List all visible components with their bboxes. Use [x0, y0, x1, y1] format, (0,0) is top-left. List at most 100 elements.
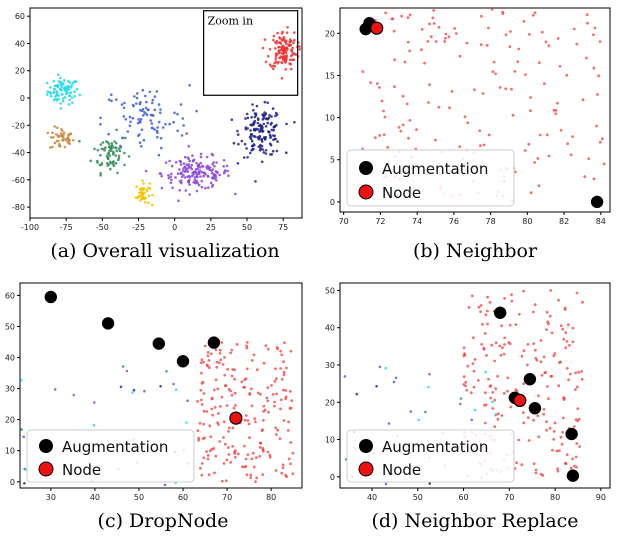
cluster-7-point	[276, 62, 280, 65]
cluster-1-point	[72, 138, 75, 142]
panel-d-background-point	[463, 352, 466, 355]
cluster-7-point	[284, 39, 288, 42]
cluster-7-point	[278, 45, 282, 49]
cluster-5-point	[240, 139, 244, 143]
panel-d-background-point	[556, 469, 560, 473]
panel-c-background-point	[280, 377, 284, 381]
panel-d-stray-point	[343, 375, 347, 378]
panel-d-background-point	[514, 388, 518, 391]
cluster-2-point	[99, 154, 102, 157]
panel-c-background-point	[264, 344, 268, 348]
cluster-0-point	[52, 88, 56, 91]
panel-c-background-point	[199, 466, 202, 470]
cluster-5-point	[260, 160, 264, 164]
cluster-4-point	[186, 156, 190, 159]
panel-b-background-point	[383, 115, 387, 119]
cluster-6-point	[181, 117, 185, 120]
panel-b-background-point	[393, 58, 397, 62]
panel-b-background-point	[466, 121, 470, 125]
panel-d-background-point	[534, 468, 538, 472]
cluster-6-point	[141, 88, 145, 92]
cluster-2-point	[110, 142, 114, 145]
panel-c-background-point	[212, 447, 216, 450]
panel-d-background-point	[546, 385, 549, 388]
panel-d-background-point	[526, 363, 529, 367]
cluster-4-point	[194, 168, 198, 171]
cluster-0-point	[67, 87, 71, 91]
cluster-6-point	[133, 95, 136, 98]
panel-c-background-point	[243, 378, 247, 382]
cluster-5-point	[260, 137, 263, 141]
panel-c-background-point	[208, 424, 212, 428]
panel-c-background-point	[251, 451, 255, 455]
cluster-4-point	[179, 171, 183, 175]
panel-d-frame	[339, 282, 611, 489]
cluster-6-point	[138, 141, 142, 144]
panel-d-background-point	[568, 372, 572, 376]
panel-b-background-point	[490, 7, 494, 11]
panel-d-background-point	[499, 353, 503, 357]
panel-c-background-point	[256, 391, 260, 395]
panel-a-xtick-label-2: -50	[96, 223, 109, 232]
cluster-6-point	[144, 106, 148, 110]
cluster-7-point	[274, 41, 277, 44]
panel-b-background-point	[556, 101, 559, 105]
cluster-2-point	[93, 147, 96, 151]
panel-b-background-point	[378, 86, 381, 89]
cluster-2-point	[112, 164, 116, 167]
panel-c-background-point	[259, 441, 262, 445]
cluster-7-point	[264, 60, 268, 64]
cluster-5-point	[270, 115, 273, 118]
panel-d-background-point	[559, 360, 562, 364]
panel-d-background-point	[493, 398, 497, 402]
panel-b-background-point	[406, 40, 410, 44]
panel-d-background-point	[555, 449, 559, 453]
cluster-2-point	[114, 154, 117, 157]
panel-b-background-points	[361, 7, 606, 203]
cluster-5-point	[264, 112, 268, 115]
cluster-6-point	[150, 122, 154, 125]
legend-d-node-label: Node	[382, 461, 421, 479]
cluster-7-point	[292, 41, 295, 44]
zoom-in-box	[203, 10, 299, 96]
cluster-2-point	[106, 156, 110, 159]
cluster-2-point	[115, 142, 118, 145]
cluster-0-point	[46, 90, 49, 93]
cluster-0-point	[61, 99, 65, 103]
panel-b-background-point	[581, 98, 585, 102]
panel-c-background-point	[243, 418, 247, 422]
cluster-6-point	[159, 111, 162, 115]
cluster-4-point	[222, 159, 226, 162]
cluster-4-point	[188, 176, 192, 179]
cluster-1-point	[57, 135, 60, 138]
legend-d-node-marker	[358, 461, 374, 477]
panel-c-background-point	[250, 404, 254, 408]
panel-b-background-point	[454, 32, 458, 35]
cluster-2-point	[113, 140, 116, 143]
cluster-5-point	[262, 122, 266, 126]
cluster-4-point	[204, 173, 207, 176]
panel-a-ytick-label-3: -20	[12, 121, 25, 130]
cluster-4-point	[190, 163, 193, 167]
cluster-5-point	[285, 151, 288, 154]
cluster-7-point	[273, 65, 277, 68]
panel-b-background-point	[480, 14, 483, 18]
panel-c-background-point	[226, 446, 230, 449]
panel-c-background-point	[254, 456, 258, 459]
cluster-0-point	[53, 91, 56, 94]
caption-b: (b) Neighbor	[413, 240, 538, 262]
cluster-0-point	[57, 80, 61, 83]
cluster-0-point	[70, 84, 74, 87]
panel-b-xtick-label-2: 74	[412, 217, 422, 226]
panel-c-background-point	[248, 393, 252, 396]
cluster-2-point	[106, 152, 110, 156]
cluster-6-point	[138, 133, 141, 136]
panel-c-background-point	[196, 400, 199, 403]
panel-d-background-point	[537, 435, 541, 439]
cluster-7-point	[279, 42, 283, 45]
panel-d-background-point	[553, 421, 557, 425]
panel-d-background-point	[465, 388, 469, 392]
cluster-5-point	[230, 118, 234, 121]
panel-b-background-point	[552, 108, 556, 112]
cluster-5-point	[254, 180, 257, 183]
